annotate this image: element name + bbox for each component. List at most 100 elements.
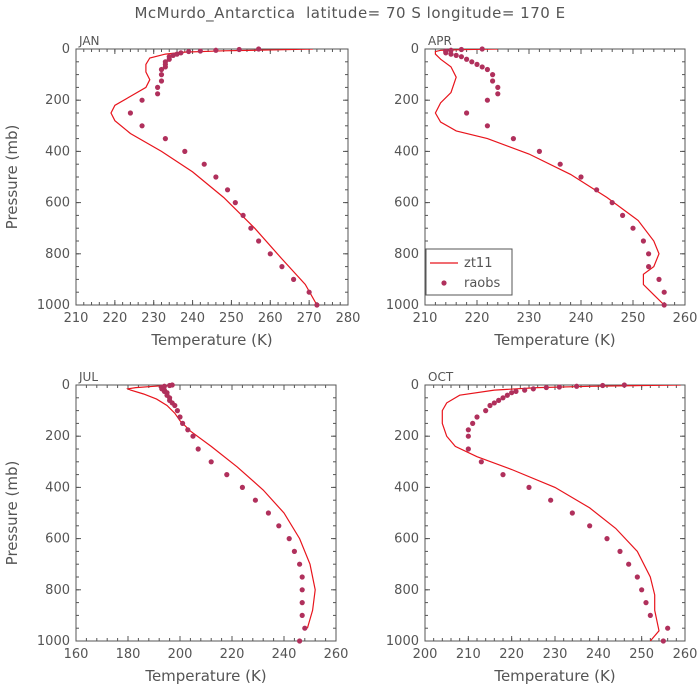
data-point-raobs <box>491 400 497 406</box>
x-tick-label: 220 <box>499 647 524 662</box>
data-point-raobs <box>487 402 493 409</box>
data-point-raobs <box>574 383 580 389</box>
data-point-raobs <box>240 212 246 218</box>
data-point-raobs <box>465 433 471 439</box>
x-tick-label: 260 <box>673 311 698 326</box>
data-point-raobs <box>661 289 667 295</box>
data-point-raobs <box>465 446 471 452</box>
y-tick-label: 1000 <box>386 634 419 649</box>
y-tick-label: 0 <box>411 378 419 393</box>
x-axis-label: Temperature (K) <box>150 331 272 349</box>
x-tick-label: 220 <box>102 311 127 326</box>
data-point-raobs <box>232 200 238 206</box>
data-point-raobs <box>127 110 133 116</box>
x-tick-label: 200 <box>413 647 438 662</box>
data-point-raobs <box>495 91 501 97</box>
x-tick-label: 250 <box>621 311 646 326</box>
data-point-raobs <box>464 110 470 116</box>
data-point-raobs <box>139 123 145 129</box>
x-tick-label: 230 <box>517 311 542 326</box>
data-point-raobs <box>286 536 292 542</box>
data-point-raobs <box>600 382 606 389</box>
y-tick-label: 0 <box>62 378 70 393</box>
data-point-raobs <box>484 66 490 73</box>
x-tick-label: 230 <box>141 311 166 326</box>
y-tick-label: 600 <box>45 196 70 211</box>
data-point-raobs <box>299 574 305 580</box>
y-tick-label: 600 <box>394 532 419 547</box>
data-point-raobs <box>609 200 615 206</box>
data-point-raobs <box>182 148 188 154</box>
data-point-raobs <box>213 47 219 53</box>
data-point-raobs <box>190 433 196 439</box>
legend-box <box>425 248 513 296</box>
x-tick-label: 260 <box>324 647 349 662</box>
data-point-raobs <box>185 427 191 433</box>
data-point-raobs <box>201 161 207 167</box>
data-point-raobs <box>496 397 502 403</box>
data-point-raobs <box>536 148 543 154</box>
data-point-raobs <box>448 47 454 53</box>
data-point-raobs <box>569 510 575 516</box>
data-point-raobs <box>509 390 515 396</box>
x-tick-label: 240 <box>272 647 297 662</box>
data-point-raobs <box>252 497 258 503</box>
data-point-raobs <box>495 84 501 90</box>
x-tick-label: 220 <box>465 311 490 326</box>
data-point-raobs <box>500 472 506 478</box>
x-tick-label: 240 <box>586 647 611 662</box>
data-point-raobs <box>479 64 485 70</box>
x-tick-label: 250 <box>219 311 244 326</box>
data-point-raobs <box>302 625 308 631</box>
panel-jan: JAN 210 220 230 240 250 260 270 280 0 200 400 600 800… <box>3 34 360 349</box>
data-point-raobs <box>291 548 297 555</box>
data-point-raobs <box>630 225 636 231</box>
x-tick-label: 210 <box>456 647 481 662</box>
data-point-raobs <box>458 46 464 53</box>
data-point-raobs <box>504 392 510 398</box>
data-point-raobs <box>297 638 303 644</box>
data-point-raobs <box>656 276 662 282</box>
data-point-raobs <box>479 46 485 52</box>
y-tick-label: 800 <box>45 583 70 598</box>
data-point-raobs <box>484 123 490 129</box>
panel-oct: OCT 200 210 220 230 240 250 260 0 200 400 600 800 100… <box>386 370 698 685</box>
data-point-raobs <box>500 395 506 401</box>
panel-label: APR <box>428 34 452 48</box>
data-point-raobs <box>279 264 285 270</box>
data-point-raobs <box>665 625 671 631</box>
legend-model-label: zt11 <box>464 256 492 271</box>
data-point-raobs <box>543 384 549 391</box>
y-tick-label: 400 <box>394 480 419 495</box>
panel-label: JAN <box>78 34 100 48</box>
x-tick-label: 270 <box>297 311 322 326</box>
data-point-raobs <box>458 54 464 60</box>
data-point-raobs <box>621 382 627 388</box>
data-point-raobs <box>646 251 652 257</box>
data-point-raobs <box>557 161 563 167</box>
y-tick-label: 400 <box>45 480 70 495</box>
data-point-raobs <box>186 48 192 55</box>
panel-jul: JUL 160 180 200 220 240 260 0 200 400 600 800 1000 Te… <box>3 370 348 685</box>
data-point-raobs <box>617 548 623 555</box>
data-point-raobs <box>490 72 496 78</box>
x-tick-label: 240 <box>180 311 205 326</box>
data-point-raobs <box>634 574 640 580</box>
data-point-raobs <box>530 386 536 392</box>
data-point-raobs <box>155 91 161 97</box>
x-axis-label: Temperature (K) <box>493 331 615 349</box>
x-axis-label: Temperature (K) <box>144 667 266 685</box>
y-tick-label: 1000 <box>37 634 70 649</box>
data-point-raobs <box>604 536 610 542</box>
y-tick-label: 0 <box>411 42 419 57</box>
y-tick-label: 1000 <box>386 298 419 313</box>
data-point-raobs <box>578 174 584 180</box>
data-point-raobs <box>484 97 490 103</box>
data-point-raobs <box>314 302 320 308</box>
data-point-raobs <box>526 484 532 490</box>
data-point-raobs <box>640 238 647 244</box>
data-point-raobs <box>297 561 303 567</box>
data-point-raobs <box>513 388 519 394</box>
data-point-raobs <box>587 523 593 529</box>
